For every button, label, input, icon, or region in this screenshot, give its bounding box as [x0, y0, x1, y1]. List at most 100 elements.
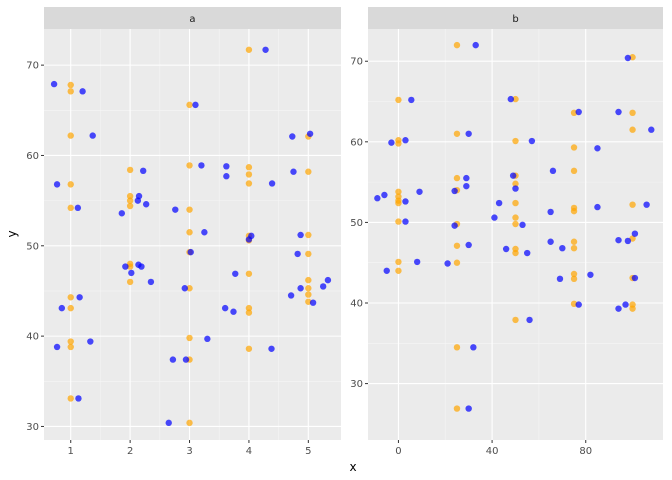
data-point [453, 405, 461, 412]
data-point [324, 276, 332, 284]
data-point [53, 181, 61, 188]
data-point [305, 168, 312, 175]
data-point [79, 88, 86, 95]
data-point [186, 162, 193, 169]
data-point [309, 299, 317, 306]
data-point [186, 206, 193, 213]
data-point [465, 241, 472, 249]
y-tick-label: 50 [26, 241, 39, 252]
x-ticks-b: 0 40 80 [395, 440, 592, 457]
x-tick-label: 40 [486, 446, 499, 457]
data-point [570, 207, 578, 215]
data-point [53, 343, 61, 351]
data-point [509, 172, 517, 179]
data-point [388, 139, 395, 146]
data-point [262, 46, 269, 53]
panel-a: a 30 40 50 60 70 1 2 3 4 5 [26, 7, 341, 457]
data-point [118, 210, 126, 217]
y-tick-label: 40 [350, 299, 363, 310]
data-point [245, 270, 253, 277]
data-point [230, 308, 237, 315]
x-tick-label: 1 [68, 446, 74, 457]
data-point [629, 126, 636, 133]
x-tick-label: 80 [579, 446, 592, 457]
data-point [67, 294, 74, 301]
data-point [575, 301, 582, 308]
y-ticks-b: 30 40 50 60 70 [350, 57, 368, 390]
data-point [232, 270, 239, 277]
data-point [549, 167, 557, 175]
data-point [402, 218, 409, 225]
data-point [268, 345, 275, 352]
data-point [268, 180, 276, 187]
data-point [453, 41, 461, 49]
y-tick-label: 40 [26, 332, 39, 343]
data-point [395, 199, 402, 207]
data-point [89, 132, 96, 139]
data-point [67, 338, 74, 345]
data-point [451, 222, 458, 229]
data-point [526, 316, 533, 324]
data-point [444, 260, 451, 267]
y-tick-label: 70 [26, 61, 39, 72]
data-point [204, 335, 211, 343]
data-point [512, 249, 519, 257]
data-point [470, 344, 477, 351]
data-point [624, 237, 632, 245]
data-point [570, 167, 578, 175]
data-point [147, 278, 155, 286]
data-point [192, 101, 199, 109]
data-point [306, 130, 314, 137]
strip-a-label: a [189, 14, 195, 25]
data-point [126, 166, 134, 174]
data-point [126, 278, 134, 286]
data-point [245, 345, 253, 352]
x-tick-label: 5 [305, 446, 311, 457]
points-a [50, 46, 332, 427]
data-point [629, 305, 636, 312]
data-point [559, 245, 566, 252]
data-point [495, 199, 503, 207]
data-point [575, 108, 582, 116]
data-point [201, 229, 208, 236]
data-point [453, 174, 461, 182]
data-point [395, 267, 402, 274]
data-point [187, 248, 194, 256]
data-point [395, 140, 402, 147]
panel-b: b 30 40 50 60 70 0 40 80 [350, 7, 663, 457]
data-point [223, 163, 230, 170]
data-point [58, 304, 66, 312]
data-point [643, 201, 650, 208]
data-point [305, 231, 312, 239]
data-point [547, 238, 554, 245]
data-point [67, 181, 74, 188]
x-tick-label: 3 [186, 446, 192, 457]
data-point [570, 275, 578, 283]
data-point [128, 269, 135, 277]
data-point [305, 250, 312, 258]
x-tick-label: 2 [127, 446, 133, 457]
strip-a-background [44, 7, 341, 29]
data-point [245, 164, 253, 171]
data-point [570, 245, 578, 252]
data-point [165, 419, 172, 427]
data-point [512, 316, 519, 324]
data-point [402, 137, 409, 144]
data-point [570, 270, 578, 278]
data-point [629, 201, 636, 208]
data-point [50, 80, 58, 88]
data-point [305, 298, 312, 305]
x-tick-label: 0 [395, 446, 401, 457]
data-point [289, 133, 296, 140]
data-point [524, 249, 531, 257]
data-point [594, 203, 601, 211]
data-point [67, 395, 74, 402]
data-point [463, 174, 470, 182]
strip-b-background [368, 7, 663, 29]
data-point [453, 344, 461, 351]
strip-b-label: b [512, 14, 518, 25]
data-point [465, 405, 472, 412]
points-b [374, 41, 655, 412]
data-point [395, 96, 402, 104]
